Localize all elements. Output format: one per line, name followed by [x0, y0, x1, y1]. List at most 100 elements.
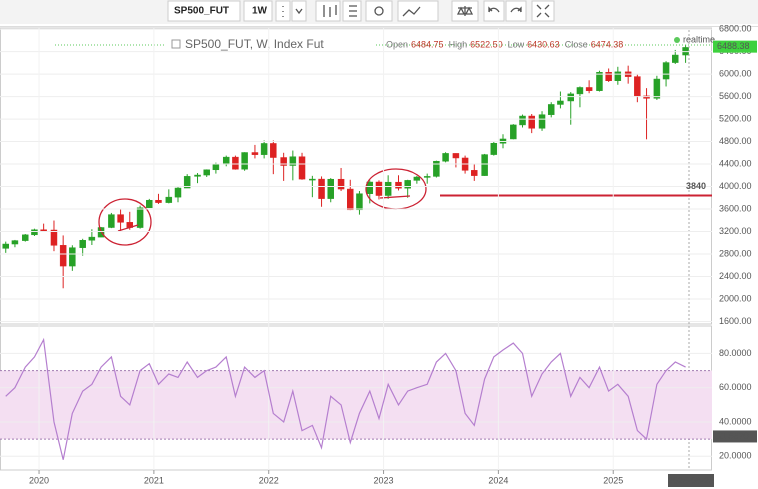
candle-body [672, 54, 679, 63]
x-tick-label: 2024 [488, 475, 508, 485]
price-pane [0, 27, 712, 325]
candle-body [22, 234, 29, 241]
y-tick-label: 20.0000 [719, 451, 752, 461]
candle-body [395, 181, 402, 189]
candle-body [40, 229, 47, 232]
candle-body [183, 176, 191, 189]
candle-body [519, 115, 526, 126]
candle-body [203, 169, 210, 176]
rsi-band [0, 370, 712, 440]
last-value-label: 31.5670 [716, 431, 749, 441]
candle-body [510, 124, 517, 140]
realtime-dot [674, 37, 680, 43]
last-price-label: 6488.38 [717, 41, 750, 51]
candle-body [59, 245, 67, 267]
y-tick-label: 4400.00 [719, 158, 752, 168]
candle-body [605, 72, 612, 81]
candle-body [117, 214, 124, 223]
date-label: 2025-08-25 [668, 475, 714, 485]
y-tick-label: 2000.00 [719, 293, 752, 303]
candle-body [260, 143, 268, 155]
ohlc-label: High [449, 39, 468, 49]
candle-body [413, 176, 421, 181]
y-tick-label: 80.0000 [719, 348, 752, 358]
candle-body [280, 157, 287, 166]
rsi-line [5, 337, 686, 460]
candle-body [433, 160, 440, 177]
interval: 1W [252, 6, 268, 17]
candle-body [576, 87, 584, 95]
ohlc-label: Low [508, 39, 525, 49]
y-tick-label: 40.0000 [719, 416, 752, 426]
ohlc-value: 6430.63 [527, 39, 560, 49]
candle-body [356, 193, 363, 211]
candle-body [232, 156, 239, 170]
y-tick-label: 1600.00 [719, 316, 752, 326]
candle-body [557, 100, 564, 105]
last-value-tag [713, 430, 757, 443]
toolbar-icons [282, 4, 550, 18]
candle-body [318, 178, 325, 199]
x-tick-label: 2021 [144, 475, 164, 485]
candle-body [490, 142, 498, 155]
ohlc-value: 6522.50 [470, 39, 503, 49]
candle-body [528, 115, 535, 129]
legend-bg [166, 36, 376, 52]
toolbar-buttons[interactable] [275, 0, 555, 22]
y-tick-label: 3600.00 [719, 203, 752, 213]
candle-body [384, 181, 392, 196]
candle-body [404, 180, 411, 189]
legend-icon[interactable] [171, 39, 181, 49]
candle-body [289, 156, 297, 166]
candle-body [643, 95, 650, 99]
ohlc-label: Open [386, 39, 408, 49]
candle-body [471, 170, 478, 176]
candle-body [481, 154, 488, 176]
candle-body [442, 153, 449, 162]
candle-body [146, 199, 153, 209]
candle-body [634, 76, 641, 97]
y-tick-label: 4800.00 [719, 136, 752, 146]
y-tick-label: 2800.00 [719, 248, 752, 258]
candle-body [212, 164, 220, 171]
y-tick-label: 3200.00 [719, 226, 752, 236]
candle-body [155, 199, 162, 203]
candle-body [222, 156, 230, 165]
candle-body [585, 87, 593, 91]
y-tick-label: 5600.00 [719, 91, 752, 101]
candle-body [270, 143, 277, 158]
y-tick-label: 4000.00 [719, 181, 752, 191]
candle-body [194, 174, 201, 177]
candle-body [79, 240, 86, 248]
candle-body [452, 153, 460, 159]
interval-box[interactable] [243, 0, 273, 22]
candle-body [375, 181, 383, 196]
y-tick-label: 2400.00 [719, 271, 752, 281]
symbol: SP500_FUT [174, 6, 229, 17]
ohlc-label: Close [565, 39, 588, 49]
symbol-box[interactable] [167, 0, 241, 22]
last-price-tag [713, 40, 757, 53]
candle-body [337, 178, 345, 190]
candle-body [596, 72, 603, 91]
date-tag [668, 474, 714, 487]
candle-body [653, 78, 661, 99]
y-tick-label: 5200.00 [719, 113, 752, 123]
level-label: 3840 [686, 181, 706, 191]
marks [2, 44, 689, 289]
realtime: realtime [683, 34, 715, 44]
candle-body [108, 214, 115, 228]
candle-body [662, 62, 670, 80]
legend-title: SP500_FUT, W, Index Fut [185, 37, 324, 51]
candle-body [50, 229, 58, 246]
candle-body [309, 178, 316, 181]
x-tick-label: 2025 [603, 475, 623, 485]
candle-body [31, 229, 38, 236]
x-tick-label: 2022 [259, 475, 279, 485]
candle-body [241, 152, 248, 170]
candle-body [538, 114, 546, 129]
ohlc-legend: Open 6484.75 High 6522.50 Low 6430.63 Close 647… [386, 39, 623, 49]
candle-body [88, 236, 96, 241]
